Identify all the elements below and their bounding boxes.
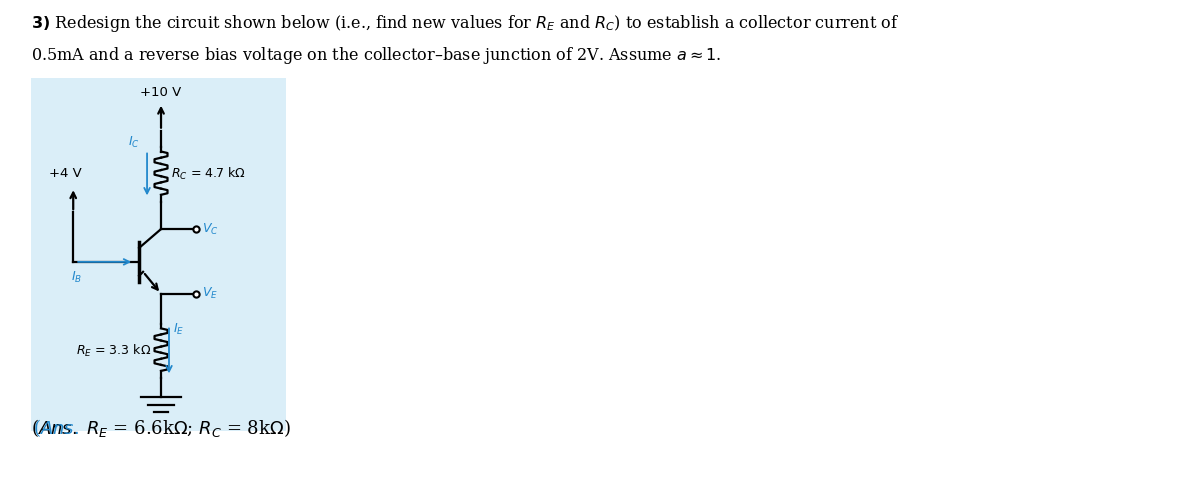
Text: $\bf{3)}$ Redesign the circuit shown below (i.e., find new values for $R_E$ and : $\bf{3)}$ Redesign the circuit shown bel… <box>31 14 900 34</box>
Text: +4 V: +4 V <box>49 167 82 181</box>
Text: $I_C$: $I_C$ <box>128 135 140 150</box>
Text: $I_E$: $I_E$ <box>173 322 184 337</box>
Text: ($\it{Ans.}$ $R_E$ = 6.6k$\Omega$; $R_C$ = 8k$\Omega$): ($\it{Ans.}$ $R_E$ = 6.6k$\Omega$; $R_C$… <box>31 417 292 439</box>
Text: 0.5mA and a reverse bias voltage on the collector–base junction of 2V. Assume $a: 0.5mA and a reverse bias voltage on the … <box>31 45 722 66</box>
Text: $V_E$: $V_E$ <box>202 286 218 301</box>
Bar <box>31 78 286 431</box>
Text: $V_C$: $V_C$ <box>202 222 218 237</box>
Text: ($\it{Ans.}$: ($\it{Ans.}$ <box>32 417 78 439</box>
Text: +10 V: +10 V <box>140 86 181 99</box>
Text: $R_E$ = 3.3 kΩ: $R_E$ = 3.3 kΩ <box>76 343 151 359</box>
Text: $R_C$ = 4.7 kΩ: $R_C$ = 4.7 kΩ <box>170 166 246 182</box>
Text: $I_B$: $I_B$ <box>71 270 83 285</box>
